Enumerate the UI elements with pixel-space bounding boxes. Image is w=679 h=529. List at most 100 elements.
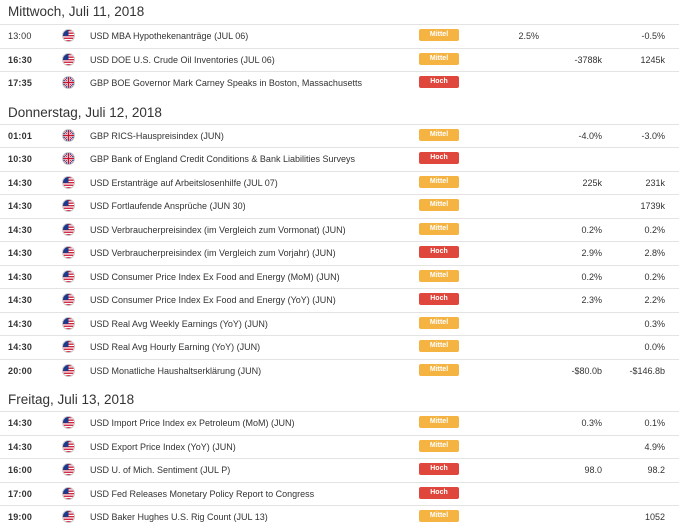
impact-badge: Hoch <box>419 152 459 164</box>
event-row[interactable]: 19:00 USD Baker Hughes U.S. Rig Count (J… <box>0 505 679 528</box>
event-time: 14:30 <box>8 178 33 188</box>
event-name[interactable]: USD Real Avg Hourly Earning (YoY) (JUN) <box>90 342 261 352</box>
event-name[interactable]: USD Real Avg Weekly Earnings (YoY) (JUN) <box>90 319 268 329</box>
impact-badge: Mittel <box>419 53 459 65</box>
event-name[interactable]: USD MBA Hypothekenanträge (JUL 06) <box>90 31 249 41</box>
us-flag-icon <box>62 510 75 523</box>
uk-flag-icon <box>62 152 75 165</box>
previous-value: 2.2% <box>644 295 665 305</box>
event-row[interactable]: 16:00 USD U. of Mich. Sentiment (JUL P) H… <box>0 458 679 481</box>
event-name[interactable]: USD Consumer Price Index Ex Food and Ene… <box>90 272 340 282</box>
event-row[interactable]: 14:30 USD Verbraucherpreisindex (im Verg… <box>0 241 679 264</box>
impact-badge: Hoch <box>419 463 459 475</box>
event-row[interactable]: 17:35 GBP BOE Governor Mark Carney Speak… <box>0 71 679 94</box>
event-name[interactable]: USD DOE U.S. Crude Oil Inventories (JUL … <box>90 55 275 65</box>
previous-value: 1739k <box>640 201 665 211</box>
previous-value: 2.8% <box>644 248 665 258</box>
event-name[interactable]: USD U. of Mich. Sentiment (JUL P) <box>90 465 231 475</box>
event-name[interactable]: USD Baker Hughes U.S. Rig Count (JUL 13) <box>90 512 268 522</box>
forecast-value: -4.0% <box>578 131 602 141</box>
event-row[interactable]: 14:30 USD Erstanträge auf Arbeitslosenhi… <box>0 171 679 194</box>
impact-badge: Mittel <box>419 270 459 282</box>
us-flag-icon <box>62 440 75 453</box>
event-row[interactable]: 13:00 USD MBA Hypothekenanträge (JUL 06)… <box>0 24 679 47</box>
event-row[interactable]: 14:30 USD Fortlaufende Ansprüche (JUN 30… <box>0 194 679 217</box>
event-name[interactable]: USD Verbraucherpreisindex (im Vergleich … <box>90 248 336 258</box>
event-row[interactable]: 14:30 USD Real Avg Hourly Earning (YoY) … <box>0 335 679 358</box>
forecast-value: -$80.0b <box>571 366 602 376</box>
impact-badge: Mittel <box>419 364 459 376</box>
forecast-value: -3788k <box>574 55 602 65</box>
event-row[interactable]: 14:30 USD Consumer Price Index Ex Food a… <box>0 288 679 311</box>
event-row[interactable]: 01:01 GBP RICS-Hauspreisindex (JUN) Mitte… <box>0 124 679 147</box>
event-name[interactable]: USD Consumer Price Index Ex Food and Ene… <box>90 295 336 305</box>
us-flag-icon <box>62 293 75 306</box>
us-flag-icon <box>62 29 75 42</box>
us-flag-icon <box>62 487 75 500</box>
impact-badge: Hoch <box>419 293 459 305</box>
event-row[interactable]: 14:30 USD Consumer Price Index Ex Food a… <box>0 265 679 288</box>
event-name[interactable]: USD Verbraucherpreisindex (im Vergleich … <box>90 225 346 235</box>
event-time: 14:30 <box>8 201 33 211</box>
uk-flag-icon <box>62 129 75 142</box>
us-flag-icon <box>62 317 75 330</box>
event-time: 14:30 <box>8 319 33 329</box>
forecast-value: 2.9% <box>581 248 602 258</box>
event-time: 14:30 <box>8 225 33 235</box>
previous-value: -$146.8b <box>629 366 665 376</box>
forecast-value: 0.2% <box>581 272 602 282</box>
previous-value: 0.2% <box>644 272 665 282</box>
impact-badge: Mittel <box>419 176 459 188</box>
event-row[interactable]: 20:00 USD Monatliche Haushaltserklärung … <box>0 359 679 382</box>
us-flag-icon <box>62 246 75 259</box>
us-flag-icon <box>62 270 75 283</box>
day-title: Mittwoch, Juli 11, 2018 <box>8 4 145 19</box>
previous-value: 0.3% <box>644 319 665 329</box>
event-row[interactable]: 14:30 USD Verbraucherpreisindex (im Verg… <box>0 218 679 241</box>
event-time: 17:35 <box>8 78 33 88</box>
day-header: Mittwoch, Juli 11, 2018 <box>0 0 679 24</box>
previous-value: 4.9% <box>644 442 665 452</box>
event-name[interactable]: USD Erstanträge auf Arbeitslosenhilfe (J… <box>90 178 278 188</box>
event-time: 20:00 <box>8 366 33 376</box>
us-flag-icon <box>62 53 75 66</box>
event-name[interactable]: USD Import Price Index ex Petroleum (MoM… <box>90 418 295 428</box>
us-flag-icon <box>62 176 75 189</box>
event-row[interactable]: 14:30 USD Real Avg Weekly Earnings (YoY)… <box>0 312 679 335</box>
event-row[interactable]: 14:30 USD Export Price Index (YoY) (JUN)… <box>0 435 679 458</box>
event-time: 13:00 <box>8 31 32 41</box>
previous-value: 0.2% <box>644 225 665 235</box>
event-time: 14:30 <box>8 248 33 258</box>
event-row[interactable]: 14:30 USD Import Price Index ex Petroleu… <box>0 411 679 434</box>
day-title: Freitag, Juli 13, 2018 <box>8 392 135 407</box>
event-name[interactable]: GBP RICS-Hauspreisindex (JUN) <box>90 131 224 141</box>
event-time: 14:30 <box>8 295 33 305</box>
impact-badge: Mittel <box>419 416 459 428</box>
forecast-value: 225k <box>582 178 602 188</box>
event-row[interactable]: 10:30 GBP Bank of England Credit Conditi… <box>0 147 679 170</box>
forecast-value: 98.0 <box>584 465 602 475</box>
impact-badge: Mittel <box>419 317 459 329</box>
impact-badge: Hoch <box>419 76 459 88</box>
impact-badge: Mittel <box>419 340 459 352</box>
event-name[interactable]: USD Export Price Index (YoY) (JUN) <box>90 442 236 452</box>
previous-value: 1245k <box>640 55 665 65</box>
us-flag-icon <box>62 340 75 353</box>
us-flag-icon <box>62 199 75 212</box>
forecast-value: 0.2% <box>581 225 602 235</box>
us-flag-icon <box>62 416 75 429</box>
event-name[interactable]: USD Monatliche Haushaltserklärung (JUN) <box>90 366 262 376</box>
previous-value: 0.1% <box>644 418 665 428</box>
uk-flag-icon <box>62 76 75 89</box>
impact-badge: Mittel <box>419 223 459 235</box>
impact-badge: Mittel <box>419 199 459 211</box>
event-name[interactable]: GBP BOE Governor Mark Carney Speaks in B… <box>90 78 362 88</box>
event-time: 14:30 <box>8 272 33 282</box>
event-row[interactable]: 16:30 USD DOE U.S. Crude Oil Inventories… <box>0 48 679 71</box>
event-name[interactable]: USD Fed Releases Monetary Policy Report … <box>90 489 315 499</box>
event-name[interactable]: GBP Bank of England Credit Conditions & … <box>90 154 355 164</box>
event-name[interactable]: USD Fortlaufende Ansprüche (JUN 30) <box>90 201 246 211</box>
event-row[interactable]: 17:00 USD Fed Releases Monetary Policy R… <box>0 482 679 505</box>
impact-badge: Mittel <box>419 29 459 41</box>
impact-badge: Hoch <box>419 246 459 258</box>
